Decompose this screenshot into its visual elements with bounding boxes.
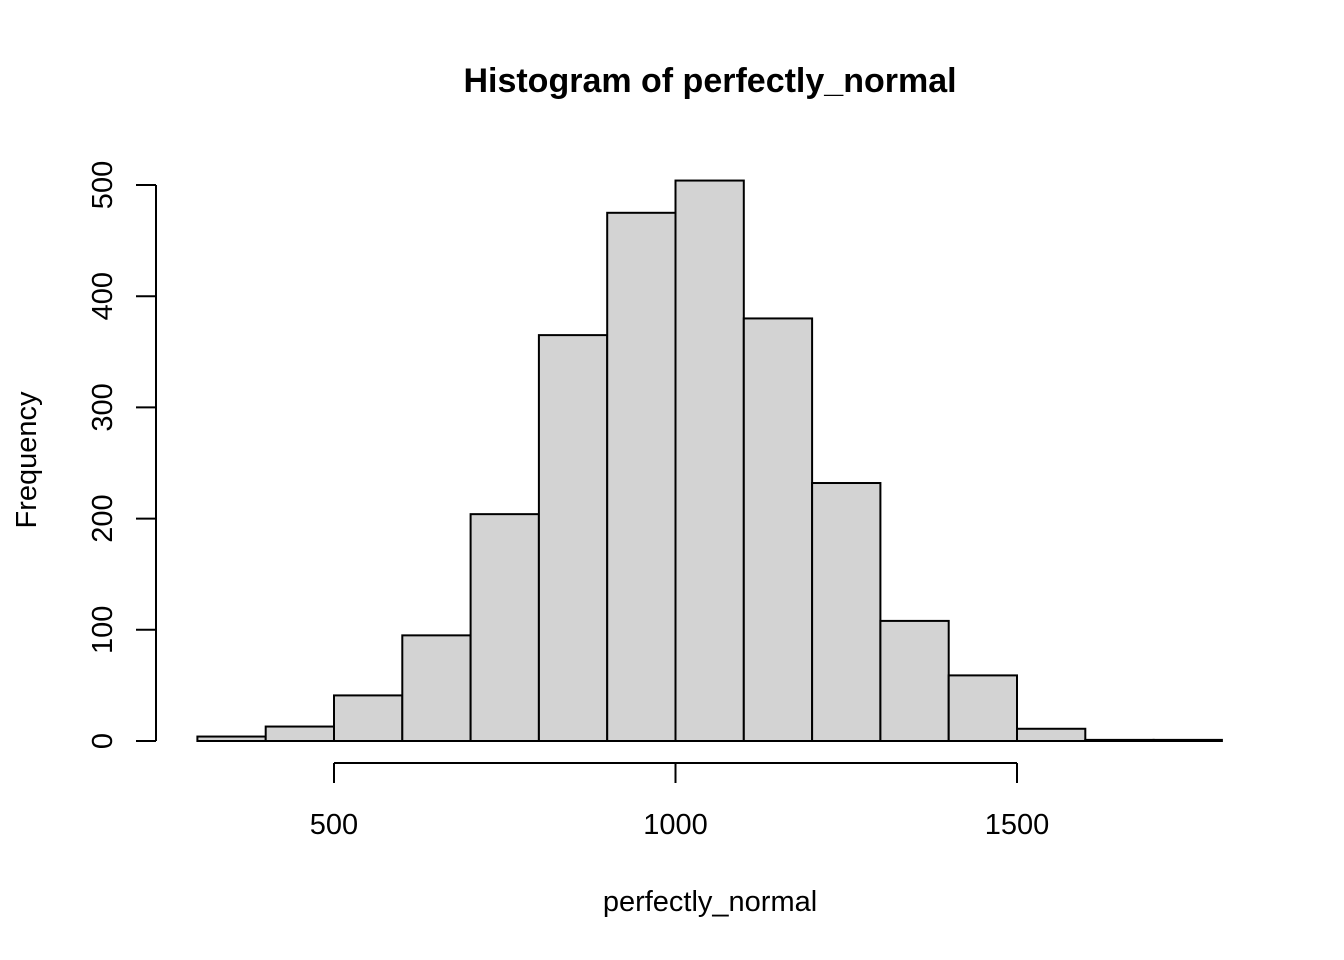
x-axis-label: perfectly_normal: [603, 886, 817, 918]
histogram-bar: [879, 619, 950, 742]
y-axis: 0 100 200 300 400 500: [87, 161, 157, 749]
histogram-bar: [606, 211, 677, 743]
x-axis: 500 1000 1500: [310, 762, 1050, 841]
histogram-bar: [469, 513, 540, 742]
histogram-bar: [811, 482, 882, 742]
bars-group: [196, 179, 1223, 743]
histogram-bar: [742, 317, 814, 742]
histogram-bar: [674, 179, 745, 742]
y-tick-label: 500: [87, 161, 119, 209]
x-tick-label: 1000: [643, 809, 708, 841]
histogram-bar: [537, 334, 609, 742]
x-tick-label: 1500: [985, 809, 1050, 841]
histogram-bar: [196, 735, 267, 743]
histogram-bar: [333, 694, 404, 743]
y-tick-label: 200: [87, 494, 119, 542]
histogram-bar: [264, 725, 336, 743]
chart-title: Histogram of perfectly_normal: [463, 62, 956, 100]
y-tick-label: 400: [87, 272, 119, 320]
histogram-bar: [1084, 738, 1155, 743]
x-tick-label: 500: [310, 809, 358, 841]
histogram-bar: [947, 674, 1019, 743]
y-axis-label: Frequency: [11, 391, 43, 529]
y-tick-label: 0: [87, 733, 119, 749]
histogram-bar: [401, 634, 472, 742]
histogram-bar: [1016, 727, 1087, 743]
y-tick-label: 300: [87, 383, 119, 431]
histogram-bar: [1152, 738, 1223, 743]
y-tick-label: 100: [87, 606, 119, 654]
